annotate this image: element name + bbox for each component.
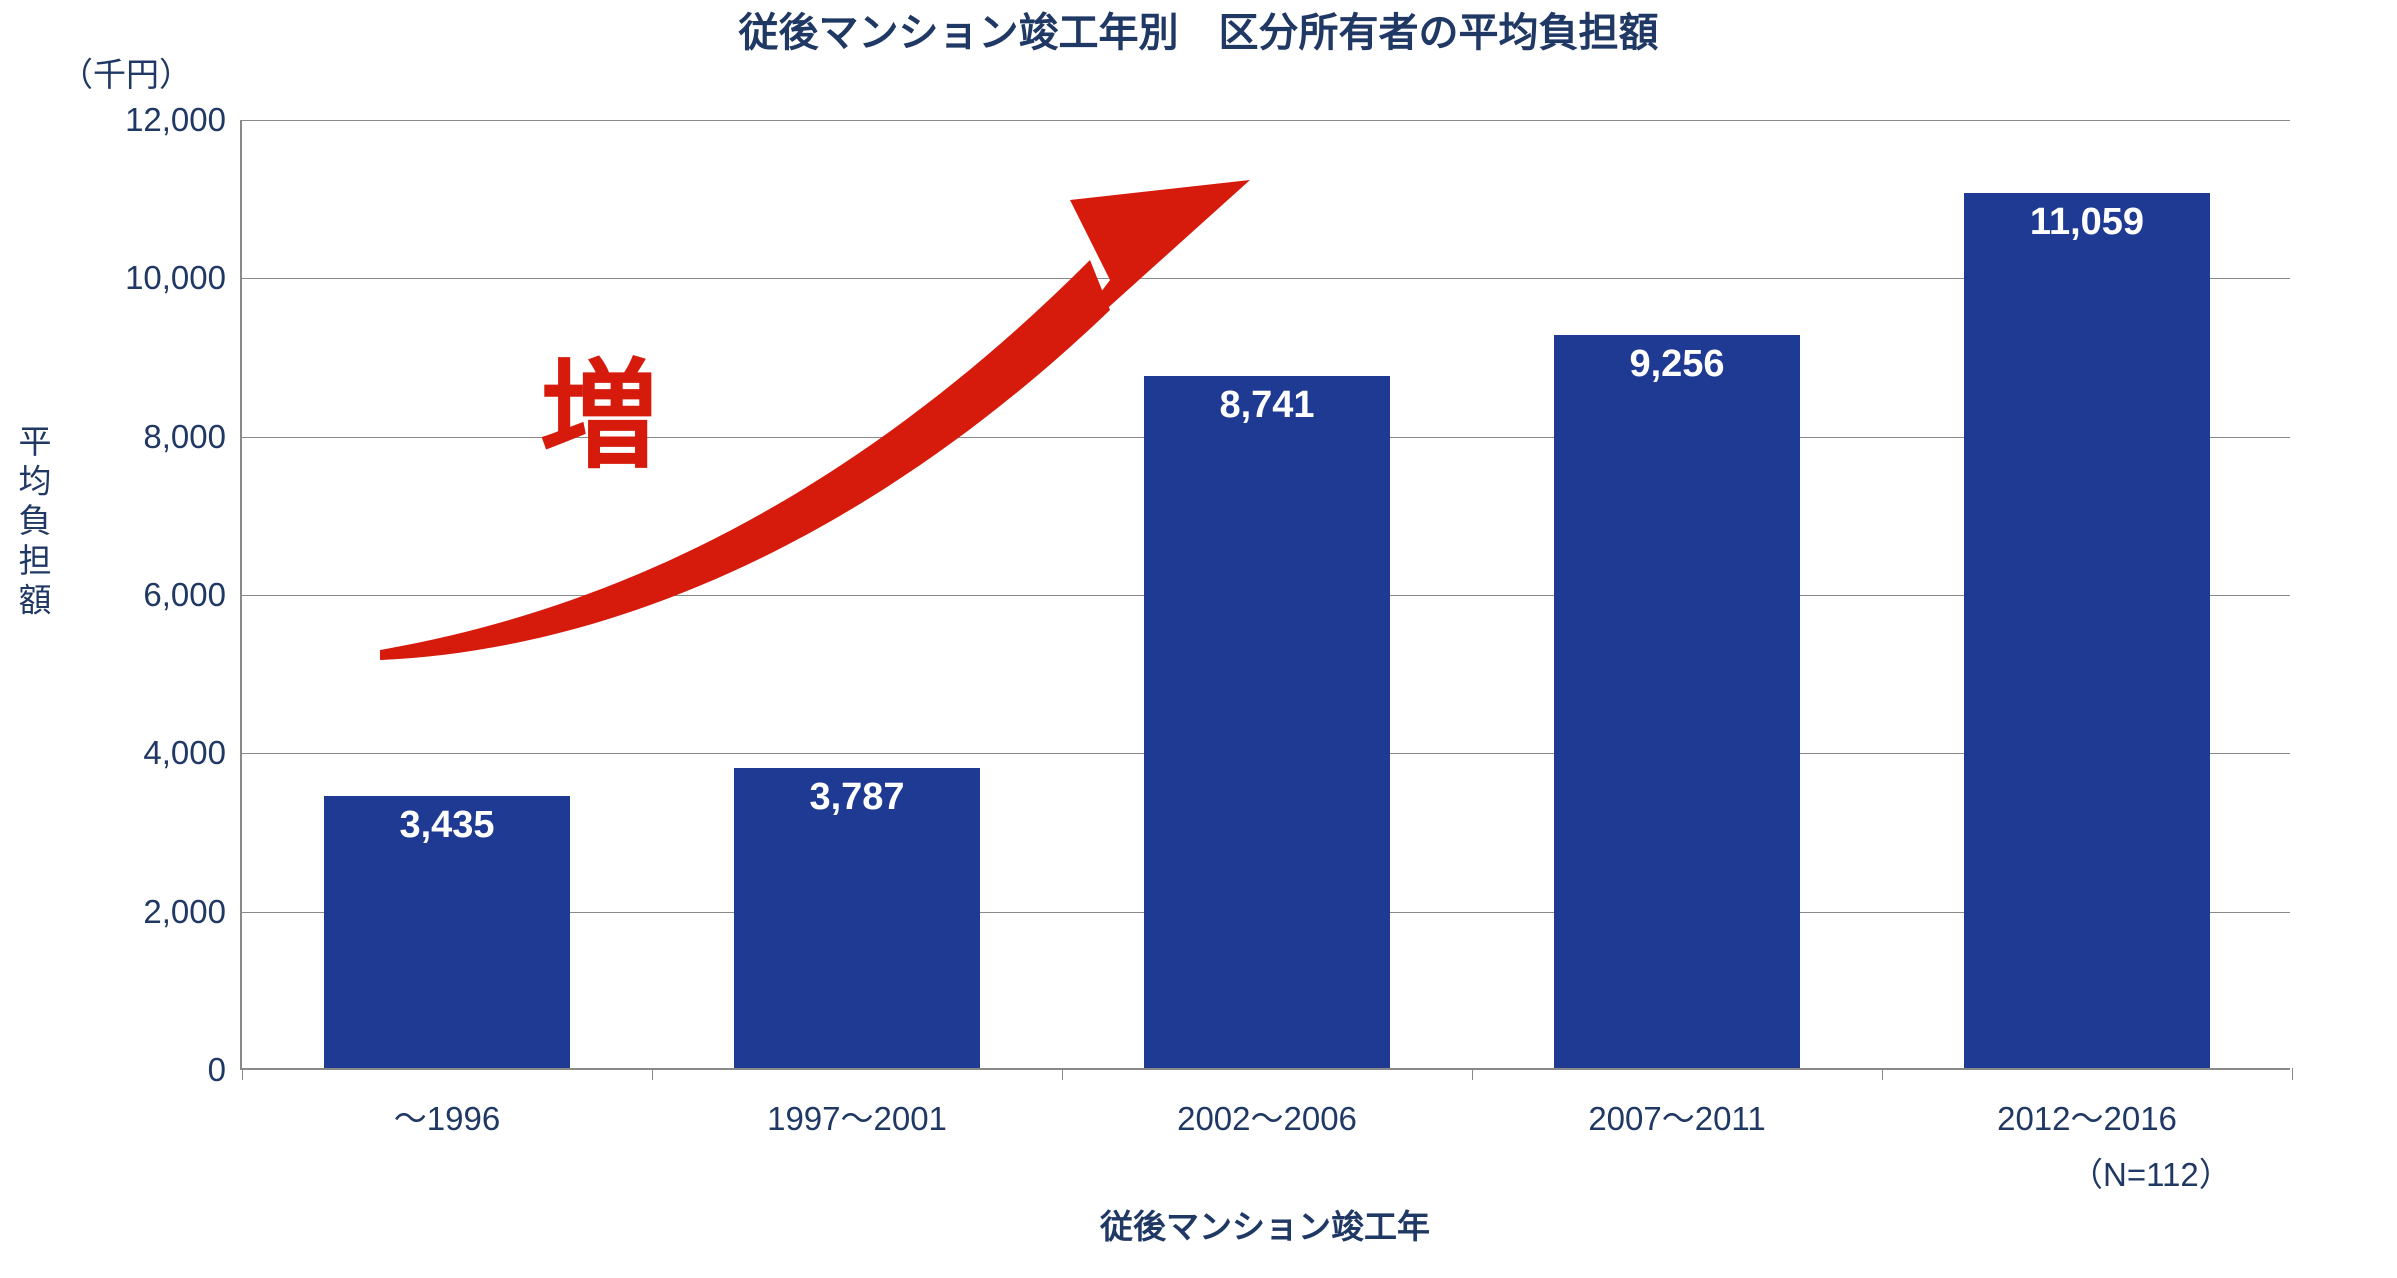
x-tick-label: 1997～2001 [767,1068,947,1140]
y-tick-label: 0 [208,1051,242,1089]
y-unit-label: （千円） [60,48,192,96]
x-tick-label: 2007～2011 [1588,1068,1765,1140]
bar: 8,741 [1144,376,1390,1068]
x-tick-label: 2012～2016 [1997,1068,2177,1140]
y-tick-label: 12,000 [125,101,242,139]
x-tick-mark [1472,1068,1473,1080]
bar-value-label: 3,787 [734,776,980,819]
trend-annotation-text: 増 [540,320,658,491]
bar: 3,435 [324,796,570,1068]
bar: 9,256 [1554,335,1800,1068]
y-axis-title: 平均負担額 [8,424,56,622]
bar-value-label: 8,741 [1144,384,1390,427]
y-tick-label: 10,000 [125,259,242,297]
x-tick-mark [652,1068,653,1080]
bar-value-label: 3,435 [324,804,570,847]
x-tick-mark [1062,1068,1063,1080]
y-tick-label: 2,000 [143,893,242,931]
bar: 3,787 [734,768,980,1068]
sample-size-label: （N=112） [2070,1148,2232,1196]
bar-value-label: 9,256 [1554,343,1800,386]
x-tick-mark [2292,1068,2293,1080]
x-tick-label: 2002～2006 [1177,1068,1357,1140]
x-axis-title: 従後マンション竣工年 [240,1200,2290,1248]
y-tick-label: 8,000 [143,418,242,456]
chart-title: 従後マンション竣工年別 区分所有者の平均負担額 [0,0,2397,58]
x-tick-mark [1882,1068,1883,1080]
y-tick-label: 6,000 [143,576,242,614]
chart-root: 従後マンション竣工年別 区分所有者の平均負担額（千円）平均負担額02,0004,… [0,0,2397,1278]
bar: 11,059 [1964,193,2210,1069]
x-tick-mark [242,1068,243,1080]
plot-area: 02,0004,0006,0008,00010,00012,0003,435～1… [240,120,2290,1070]
bar-value-label: 11,059 [1964,201,2210,244]
x-tick-label: ～1996 [394,1068,500,1140]
y-tick-label: 4,000 [143,734,242,772]
gridline [242,120,2290,121]
